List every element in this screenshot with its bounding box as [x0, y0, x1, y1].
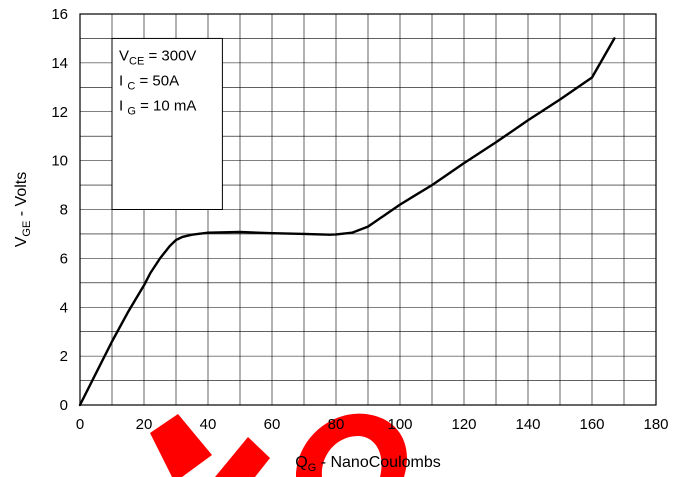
watermark-shape [215, 437, 270, 477]
series-group [78, 37, 616, 407]
x-tick-label: 160 [579, 416, 604, 433]
y-axis-ticks: 0 2 4 6 8 10 12 14 16 [51, 6, 68, 414]
x-tick-label: 20 [136, 416, 153, 433]
y-tick-label: 4 [60, 299, 68, 316]
y-tick-label: 2 [60, 348, 68, 365]
y-tick-label: 12 [51, 104, 68, 121]
condition-text: VCE = 300V [119, 47, 196, 67]
conditions-frame [111, 37, 223, 210]
y-axis-label: VGE - Volts [13, 172, 33, 247]
y-tick-label: 6 [60, 250, 68, 267]
x-axis-ticks: 0 20 40 60 80 100 120 140 160 180 [76, 416, 669, 433]
y-tick-label: 16 [51, 6, 68, 23]
x-tick-label: 180 [643, 416, 668, 433]
watermark-logo [150, 413, 407, 477]
plot-frame [79, 13, 657, 406]
x-tick-label: 80 [328, 416, 345, 433]
condition-text: I C = 50A [119, 72, 179, 92]
conditions-box: VCE = 300V I C = 50A I G = 10 mA [111, 37, 223, 210]
x-tick-label: 100 [387, 416, 412, 433]
watermark-shape [296, 413, 407, 477]
y-tick-label: 0 [60, 397, 68, 414]
watermark-shape [150, 414, 212, 477]
y-tick-label: 14 [51, 55, 68, 72]
x-tick-label: 140 [515, 416, 540, 433]
condition-text: I G = 10 mA [119, 97, 196, 117]
x-tick-label: 60 [264, 416, 281, 433]
series-line [78, 37, 616, 407]
x-tick-label: 40 [200, 416, 217, 433]
y-tick-label: 10 [51, 153, 68, 170]
x-tick-label: 120 [451, 416, 476, 433]
y-tick-label: 8 [60, 202, 68, 219]
x-axis-label: QG - NanoCoulombs [295, 454, 441, 474]
x-tick-label: 0 [76, 416, 84, 433]
